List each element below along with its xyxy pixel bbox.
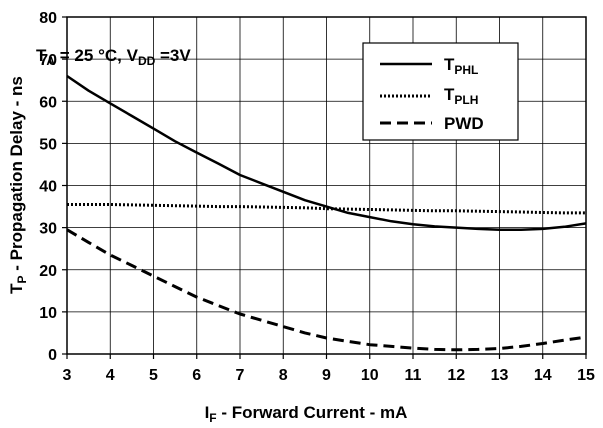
x-tick-label: 5 — [149, 367, 158, 384]
y-tick-label: 30 — [39, 221, 57, 238]
plot-area-frame — [66, 16, 587, 355]
y-tick-label: 50 — [39, 136, 57, 153]
y-tick-label: 20 — [39, 263, 57, 280]
legend-label-tphl: TPHL — [444, 55, 478, 77]
y-tick-label: 80 — [39, 10, 57, 27]
y-tick-label: 70 — [39, 52, 57, 69]
series-tphl-line — [66, 74, 587, 231]
y-axis-title: TP - Propagation Delay - ns — [7, 76, 29, 294]
y-tick-label: 40 — [39, 179, 57, 196]
y-tick-label: 60 — [39, 94, 57, 111]
series-tplh-line — [67, 203, 586, 215]
x-tick-label: 14 — [534, 367, 552, 384]
legend-box — [362, 42, 519, 141]
tick-layer: 0 10 20 30 40 50 60 70 80 3 4 5 6 7 8 9 10 11 12 13 14 15 — [39, 10, 595, 384]
x-tick-label: 10 — [361, 367, 379, 384]
x-tick-label: 15 — [577, 367, 595, 384]
x-tick-label: 6 — [192, 367, 201, 384]
legend-label-pwd: PWD — [444, 114, 484, 133]
x-tick-label: 9 — [322, 367, 331, 384]
x-tick-label: 12 — [447, 367, 465, 384]
x-tick-label: 8 — [279, 367, 288, 384]
x-tick-label: 7 — [236, 367, 245, 384]
legend: TPHL TPLH PWD — [362, 42, 519, 141]
x-tick-label: 13 — [491, 367, 509, 384]
legend-label-tplh: TPLH — [444, 85, 478, 107]
x-tick-label: 3 — [63, 367, 72, 384]
series-pwd-line — [66, 228, 587, 352]
y-tick-label: 10 — [39, 305, 57, 322]
x-tick-label: 4 — [106, 367, 115, 384]
x-axis-title: IF - Forward Current - mA — [205, 403, 408, 425]
condition-annotation: TA = 25 °C, VDD =3V — [36, 46, 191, 68]
x-tick-label: 11 — [405, 367, 422, 384]
y-tick-label: 0 — [48, 347, 57, 364]
series-layer — [66, 74, 587, 352]
